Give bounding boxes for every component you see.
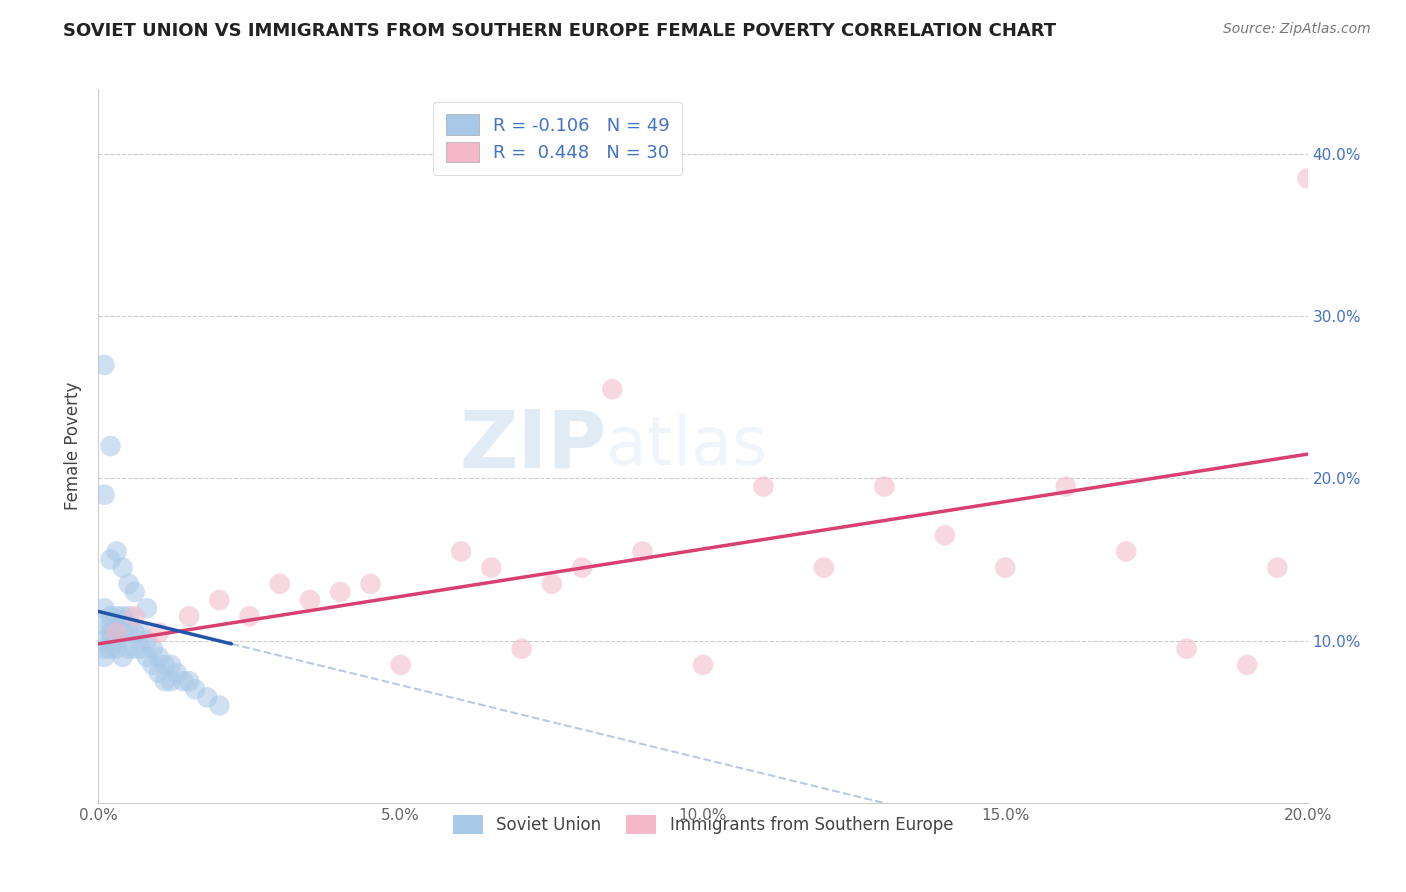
Point — [540, 577, 562, 591]
Point — [208, 698, 231, 713]
Point — [124, 585, 146, 599]
Point — [129, 641, 152, 656]
Point — [100, 439, 122, 453]
Point — [148, 649, 170, 664]
Point — [179, 609, 201, 624]
Point — [93, 617, 115, 632]
Point — [124, 625, 146, 640]
Point — [111, 560, 134, 574]
Point — [329, 585, 352, 599]
Legend: Soviet Union, Immigrants from Southern Europe: Soviet Union, Immigrants from Southern E… — [443, 805, 963, 845]
Point — [100, 625, 122, 640]
Point — [93, 649, 115, 664]
Point — [100, 552, 122, 566]
Point — [160, 674, 183, 689]
Point — [1175, 641, 1198, 656]
Point — [124, 641, 146, 656]
Point — [148, 666, 170, 681]
Point — [208, 593, 231, 607]
Point — [631, 544, 654, 558]
Point — [93, 488, 115, 502]
Point — [166, 666, 188, 681]
Point — [129, 625, 152, 640]
Point — [269, 577, 291, 591]
Point — [93, 601, 115, 615]
Point — [1054, 479, 1077, 493]
Point — [100, 641, 122, 656]
Point — [153, 657, 176, 672]
Point — [100, 617, 122, 632]
Point — [124, 609, 146, 624]
Point — [105, 625, 128, 640]
Point — [934, 528, 956, 542]
Point — [1115, 544, 1137, 558]
Point — [873, 479, 896, 493]
Point — [239, 609, 262, 624]
Point — [1236, 657, 1258, 672]
Point — [389, 657, 412, 672]
Point — [111, 625, 134, 640]
Point — [105, 641, 128, 656]
Point — [118, 609, 141, 624]
Point — [571, 560, 593, 574]
Text: SOVIET UNION VS IMMIGRANTS FROM SOUTHERN EUROPE FEMALE POVERTY CORRELATION CHART: SOVIET UNION VS IMMIGRANTS FROM SOUTHERN… — [63, 22, 1056, 40]
Point — [153, 674, 176, 689]
Point — [111, 609, 134, 624]
Y-axis label: Female Poverty: Female Poverty — [65, 382, 83, 510]
Point — [118, 625, 141, 640]
Point — [752, 479, 775, 493]
Point — [105, 544, 128, 558]
Point — [118, 577, 141, 591]
Point — [142, 657, 165, 672]
Point — [93, 641, 115, 656]
Point — [179, 674, 201, 689]
Text: Source: ZipAtlas.com: Source: ZipAtlas.com — [1223, 22, 1371, 37]
Point — [602, 382, 624, 396]
Point — [360, 577, 382, 591]
Point — [994, 560, 1017, 574]
Point — [195, 690, 218, 705]
Point — [510, 641, 533, 656]
Point — [450, 544, 472, 558]
Text: atlas: atlas — [606, 413, 768, 479]
Point — [160, 657, 183, 672]
Point — [172, 674, 194, 689]
Point — [111, 649, 134, 664]
Text: ZIP: ZIP — [458, 407, 606, 485]
Point — [100, 609, 122, 624]
Point — [1296, 171, 1319, 186]
Point — [135, 649, 157, 664]
Point — [184, 682, 207, 697]
Point — [105, 633, 128, 648]
Point — [135, 601, 157, 615]
Point — [299, 593, 322, 607]
Point — [135, 633, 157, 648]
Point — [813, 560, 835, 574]
Point — [105, 609, 128, 624]
Point — [93, 633, 115, 648]
Point — [148, 625, 170, 640]
Point — [1267, 560, 1289, 574]
Point — [692, 657, 714, 672]
Point — [118, 641, 141, 656]
Point — [105, 625, 128, 640]
Point — [481, 560, 503, 574]
Point — [142, 641, 165, 656]
Point — [93, 358, 115, 372]
Point — [100, 633, 122, 648]
